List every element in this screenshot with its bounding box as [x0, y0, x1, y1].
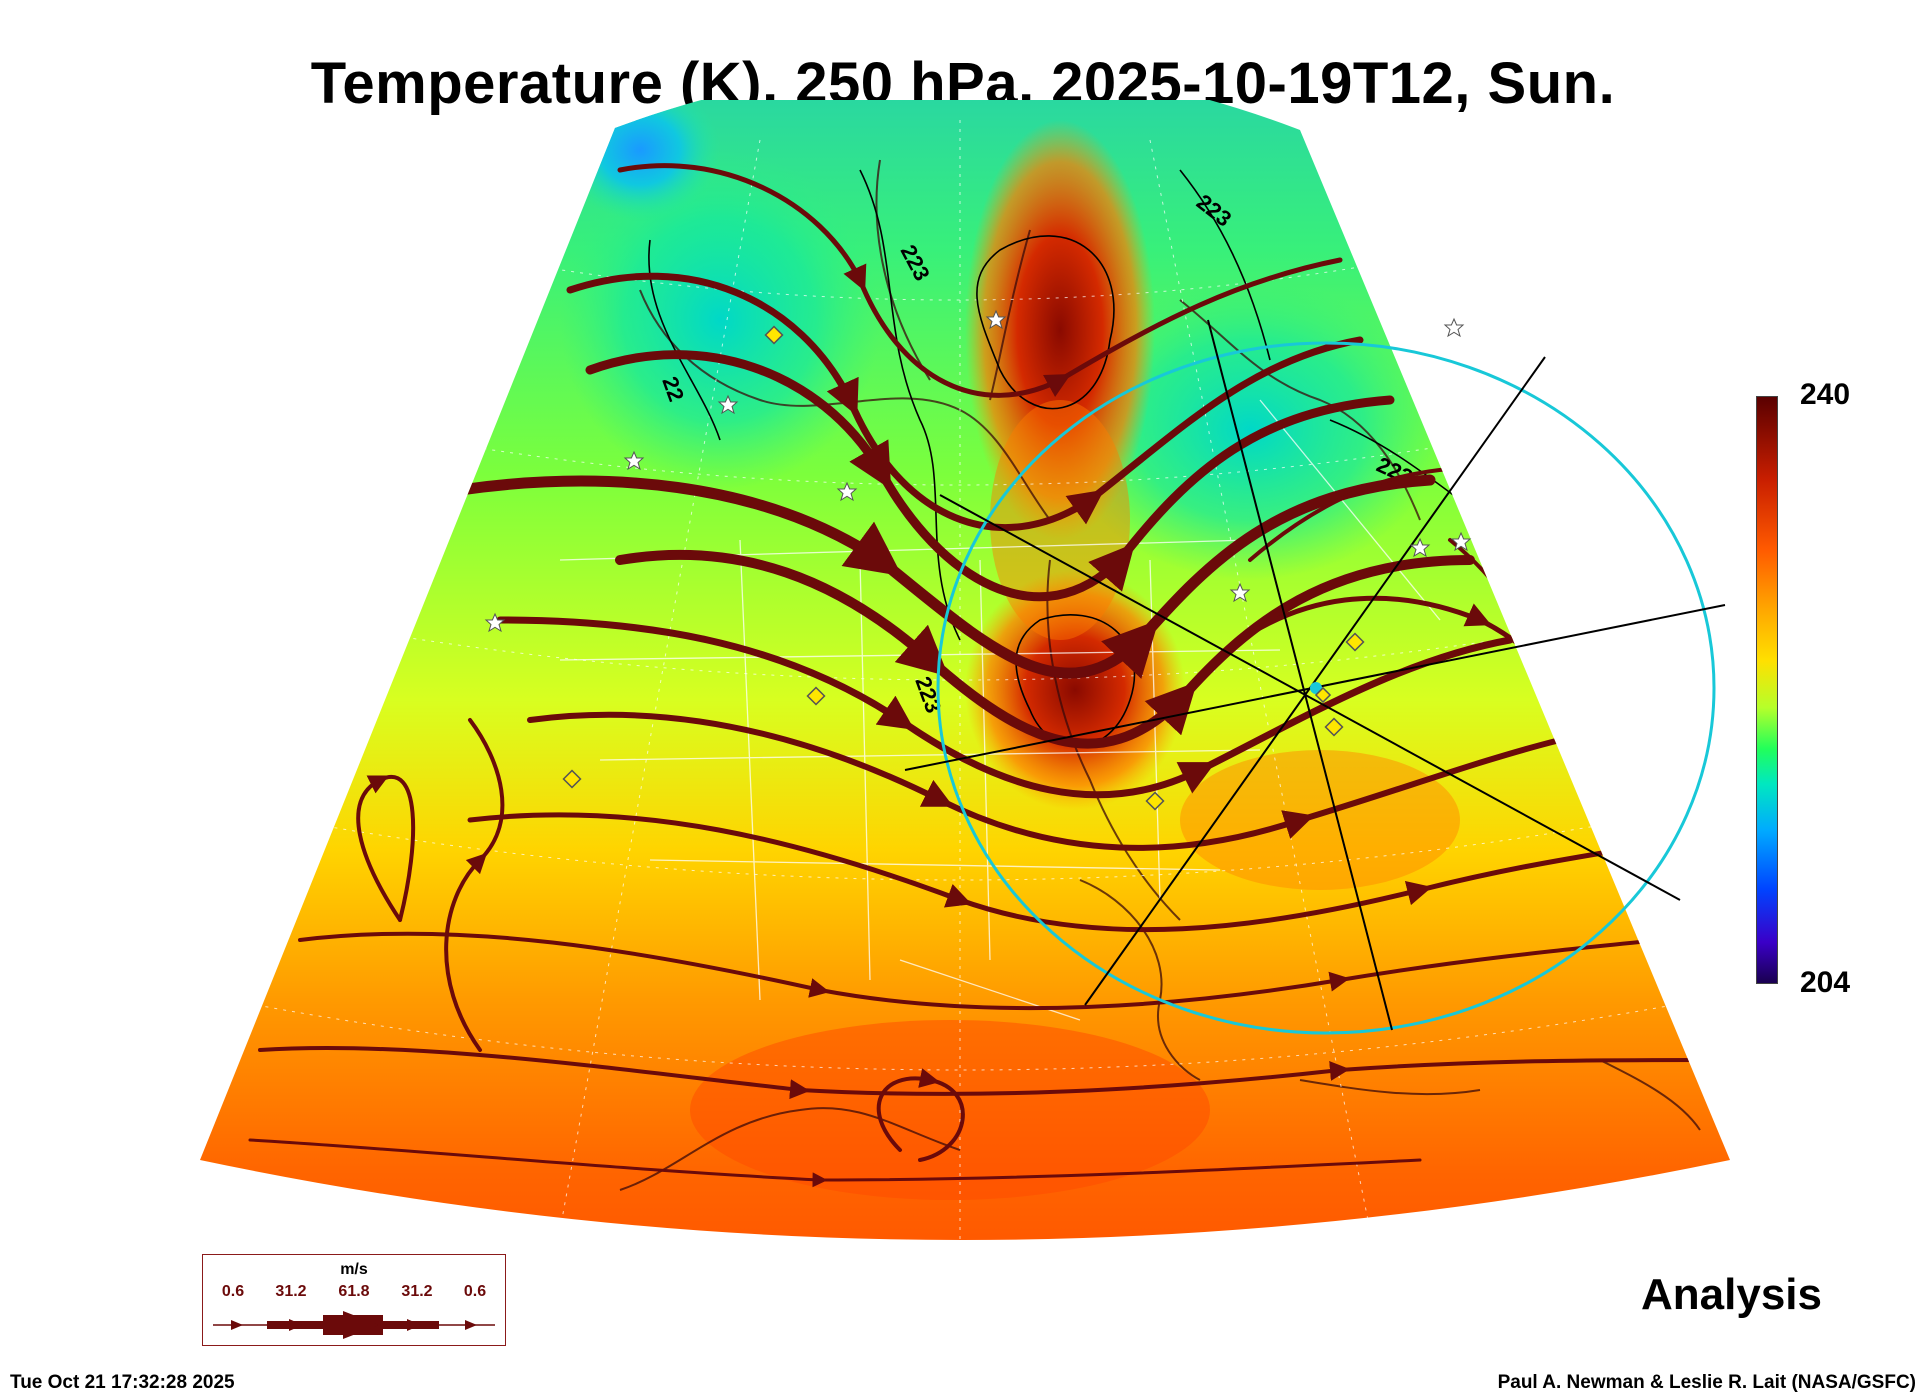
- legend-tick: 31.2: [275, 1283, 307, 1300]
- star-markers: [484, 309, 1472, 633]
- star-marker: [1229, 582, 1251, 603]
- legend-tick: 61.8: [338, 1283, 370, 1300]
- render-timestamp: Tue Oct 21 17:32:28 2025: [10, 1372, 235, 1393]
- temperature-field: [200, 80, 1730, 1241]
- diamond-marker: [562, 769, 582, 789]
- legend-unit: m/s: [340, 1261, 368, 1278]
- diamond-marker: [806, 686, 826, 706]
- star-marker: [717, 394, 739, 415]
- author-credit: Paul A. Newman & Leslie R. Lait (NASA/GS…: [1497, 1372, 1916, 1393]
- diamond-marker: [764, 325, 784, 345]
- diamond-marker: [1145, 791, 1165, 811]
- yellow-markers: [562, 325, 1365, 811]
- legend-tick: 0.6: [221, 1283, 245, 1300]
- star-marker: [1409, 537, 1431, 558]
- star-marker: [1443, 317, 1465, 338]
- legend-tick: 0.6: [463, 1283, 487, 1300]
- eclipse-overlay: [904, 319, 1726, 1035]
- analysis-label: Analysis: [1641, 1270, 1822, 1319]
- star-marker: [623, 450, 645, 471]
- colorbar-max-label: 240: [1800, 378, 1851, 411]
- star-marker: [836, 481, 858, 502]
- star-marker: [1450, 531, 1472, 552]
- diamond-marker: [1314, 686, 1332, 704]
- diamond-marker: [1324, 717, 1344, 737]
- wind-speed-legend: m/s 0.6 31.2 61.8 31.2 0.6: [202, 1254, 506, 1346]
- star-marker: [985, 309, 1007, 330]
- diamond-marker: [1345, 632, 1365, 652]
- eclipse-circle: [936, 341, 1716, 1035]
- legend-arrows: [213, 1311, 495, 1339]
- star-marker: [484, 612, 506, 633]
- temperature-colorbar: [1756, 396, 1778, 984]
- legend-tick: 31.2: [401, 1283, 433, 1300]
- colorbar-min-label: 204: [1800, 966, 1851, 999]
